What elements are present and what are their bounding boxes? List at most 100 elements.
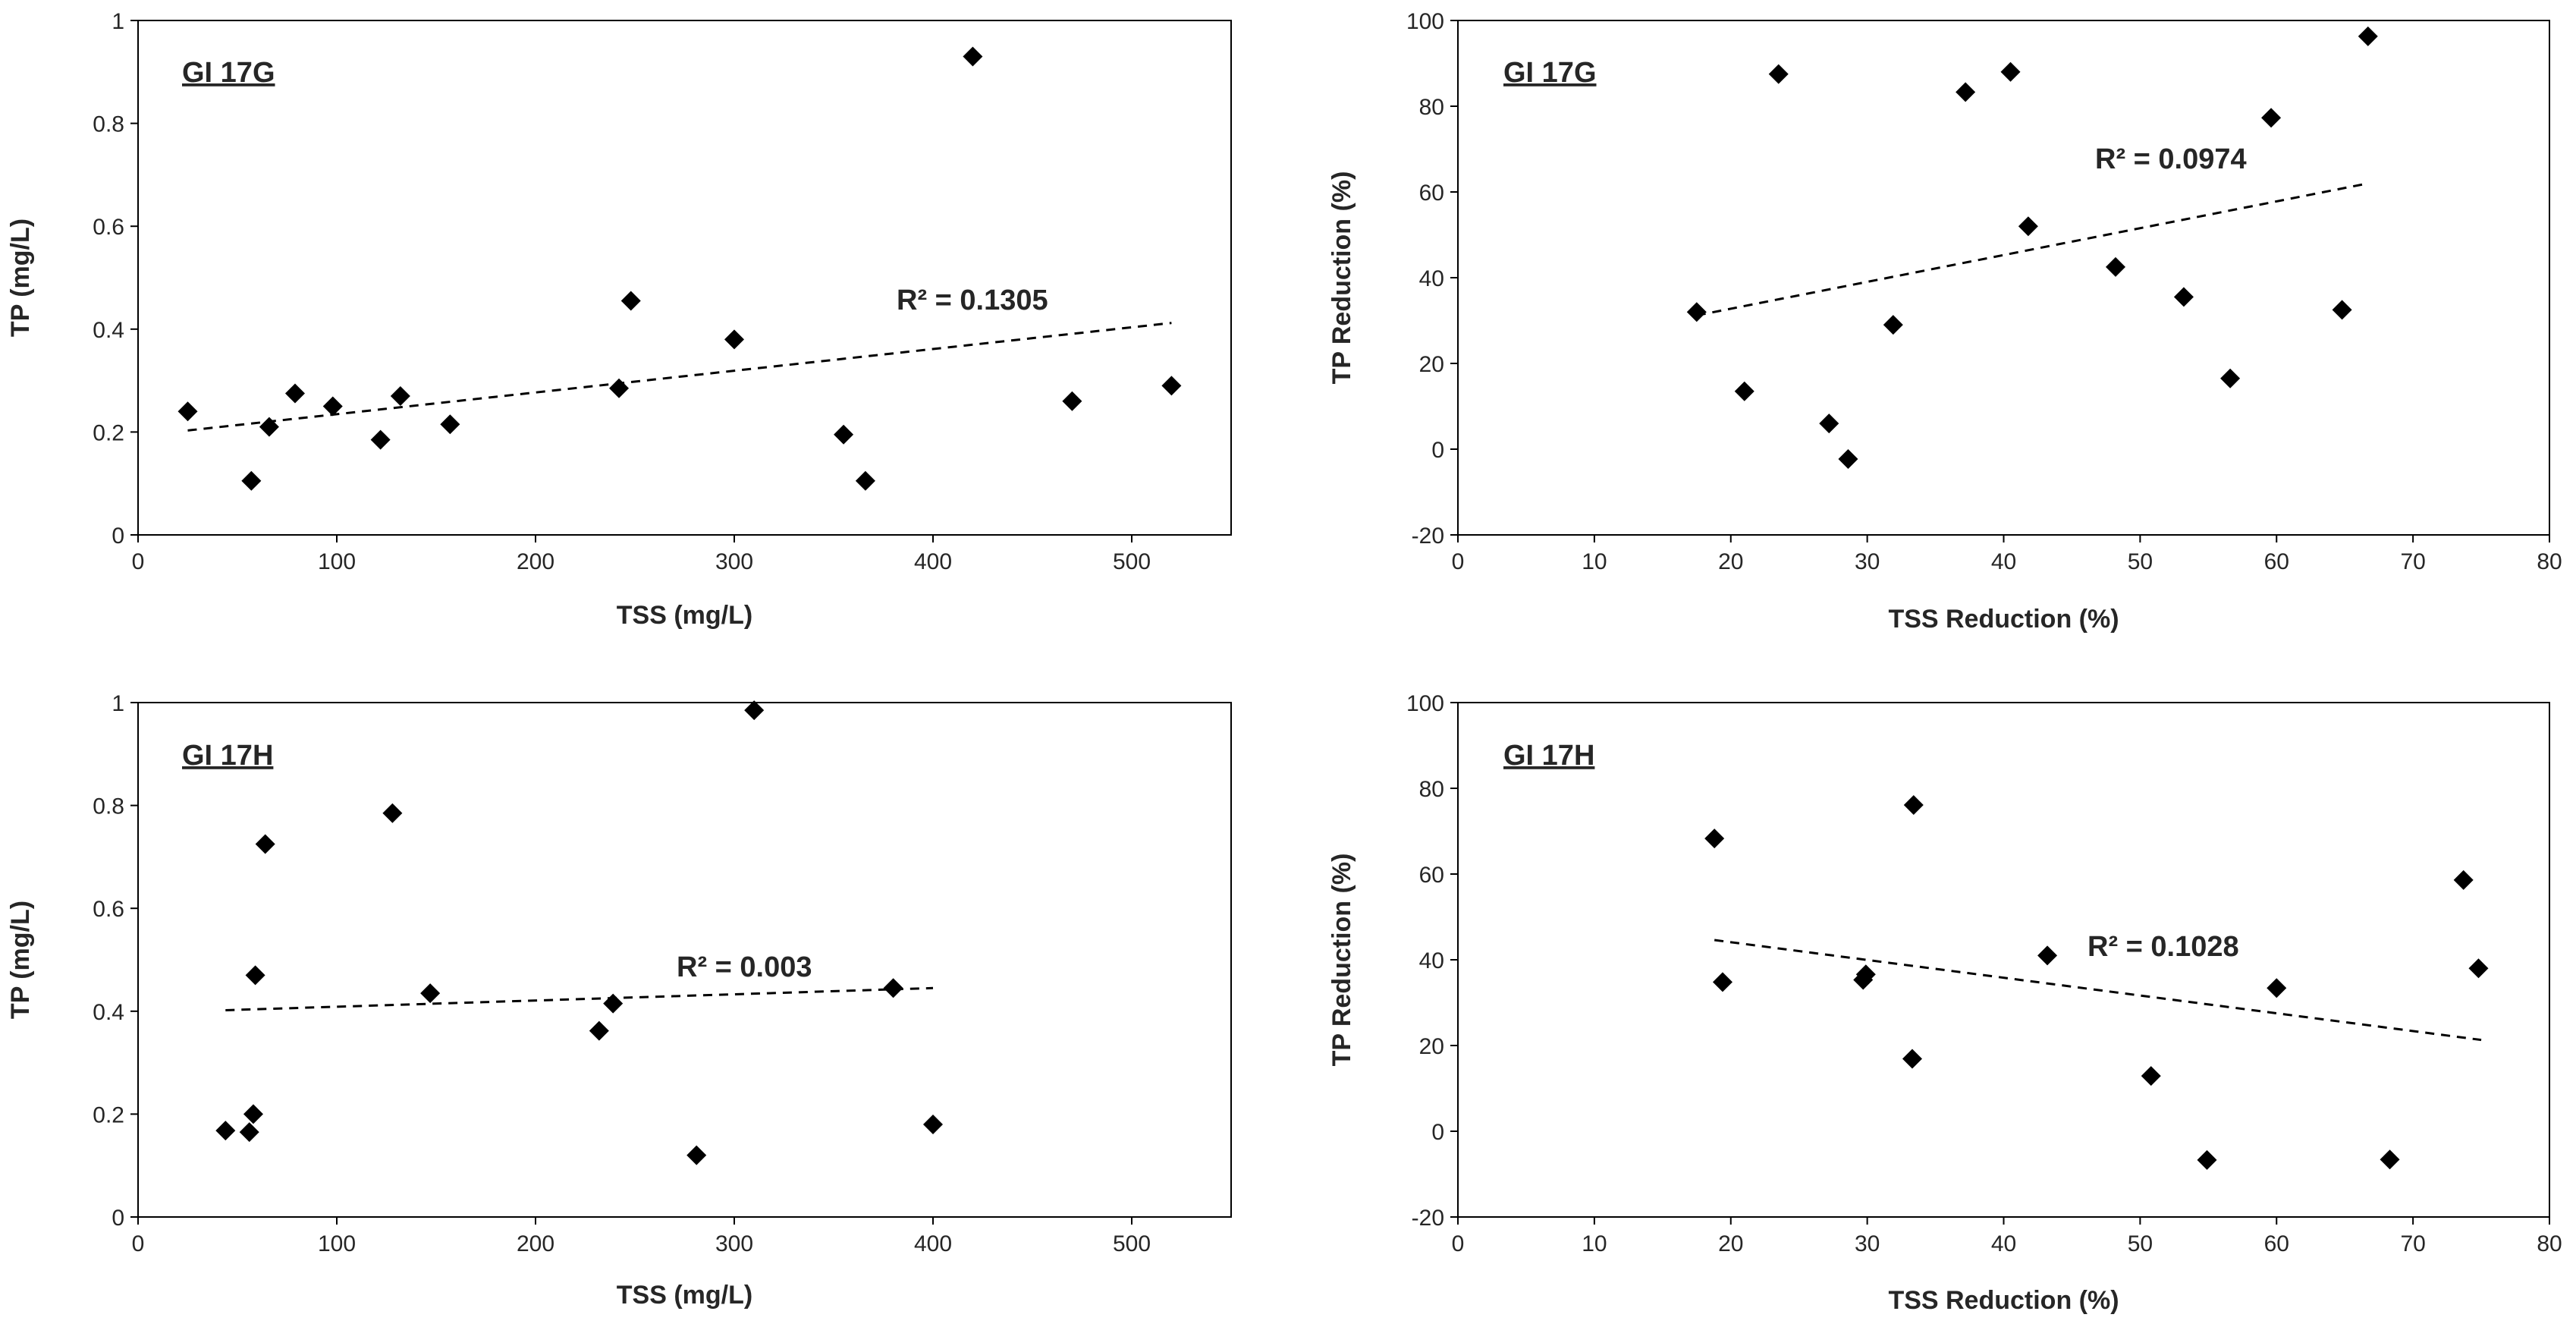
r-squared-label: R² = 0.1028 — [2088, 931, 2239, 963]
y-tick-label: 0.2 — [93, 1102, 124, 1127]
data-point — [2468, 958, 2489, 979]
x-axis-title: TSS Reduction (%) — [1888, 605, 2119, 634]
panel-label: GI 17H — [182, 740, 273, 772]
data-point — [370, 429, 391, 450]
y-tick-label: -20 — [1412, 524, 1444, 549]
y-axis-title: TP Reduction (%) — [1327, 171, 1356, 385]
data-point — [2141, 1066, 2161, 1086]
x-tick-label: 400 — [914, 1231, 952, 1256]
x-tick-label: 10 — [1582, 1231, 1607, 1256]
data-point — [2018, 216, 2038, 237]
data-point — [744, 700, 765, 721]
data-point — [1161, 376, 1182, 396]
data-point — [686, 1145, 707, 1165]
data-point — [382, 803, 403, 823]
data-point — [923, 1114, 943, 1134]
x-tick-label: 40 — [1991, 549, 2016, 574]
data-point — [177, 401, 198, 422]
data-point — [1838, 448, 1858, 469]
data-point — [834, 424, 854, 445]
y-tick-label: 0.8 — [93, 794, 124, 819]
data-point — [1903, 795, 1924, 816]
data-point — [2453, 869, 2474, 890]
data-point — [1855, 964, 1876, 985]
data-point — [2220, 368, 2241, 388]
data-point — [2197, 1149, 2217, 1170]
x-tick-label: 30 — [1855, 549, 1880, 574]
data-point — [2000, 61, 2021, 82]
y-tick-label: 60 — [1419, 181, 1444, 206]
plot-area — [1457, 20, 2550, 536]
x-tick-label: 40 — [1991, 1231, 2016, 1256]
x-tick-label: 500 — [1113, 1231, 1151, 1256]
chart-panel-4: 0 10 20 30 40 50 60 70 80 -20 0 20 40 60 80 100 TSS Redu… — [1327, 691, 2562, 1315]
y-tick-label: 0 — [1431, 438, 1444, 463]
y-tick-label: 1 — [112, 691, 124, 716]
x-tick-label: 70 — [2400, 549, 2425, 574]
y-axis-title: TP (mg/L) — [6, 219, 35, 337]
data-point — [620, 291, 641, 311]
x-tick-label: 400 — [914, 549, 952, 574]
y-tick-label: -20 — [1412, 1206, 1444, 1231]
data-point — [245, 965, 265, 986]
data-point — [420, 983, 441, 1004]
x-tick-label: 10 — [1582, 549, 1607, 574]
data-point — [1062, 391, 1082, 411]
y-tick-label: 60 — [1419, 863, 1444, 888]
data-point — [259, 417, 279, 437]
data-point — [2261, 108, 2282, 128]
x-tick-label: 80 — [2537, 1231, 2562, 1256]
data-point — [963, 46, 983, 67]
x-tick-label: 0 — [1452, 549, 1465, 574]
data-point — [2332, 300, 2352, 320]
y-tick-label: 100 — [1406, 691, 1444, 716]
data-point — [440, 414, 460, 435]
x-tick-label: 500 — [1113, 549, 1151, 574]
data-point — [2358, 26, 2378, 46]
data-point — [603, 993, 624, 1014]
x-tick-label: 30 — [1855, 1231, 1880, 1256]
x-tick-label: 300 — [715, 1231, 753, 1256]
x-tick-label: 300 — [715, 549, 753, 574]
x-tick-label: 200 — [517, 1231, 554, 1256]
data-point — [609, 378, 630, 398]
panel-label: GI 17G — [1503, 57, 1597, 89]
trendline — [1714, 939, 2482, 1042]
plot-area — [1457, 702, 2550, 1218]
x-tick-label: 20 — [1718, 1231, 1743, 1256]
data-point — [239, 1122, 259, 1143]
x-tick-label: 100 — [318, 1231, 356, 1256]
data-point — [724, 329, 744, 350]
data-point — [255, 834, 275, 854]
x-axis-title: TSS (mg/L) — [617, 601, 752, 630]
r-squared-label: R² = 0.1305 — [897, 285, 1048, 316]
trendline — [187, 322, 1172, 432]
plot-area — [137, 20, 1232, 536]
data-point — [322, 396, 343, 417]
panel-label: GI 17G — [182, 57, 275, 89]
x-tick-label: 60 — [2264, 549, 2289, 574]
data-point — [2267, 978, 2287, 998]
data-point — [215, 1121, 236, 1141]
chart-panel-1: 0 100 200 300 400 500 0 0.2 0.4 0.6 0.8 1 TSS (mg/L)… — [6, 9, 1232, 630]
data-point — [1883, 315, 1903, 335]
x-tick-label: 0 — [132, 1231, 145, 1256]
data-point — [1686, 302, 1707, 322]
y-tick-label: 20 — [1419, 1034, 1444, 1059]
y-tick-label: 0 — [1431, 1120, 1444, 1145]
data-point — [1956, 82, 1976, 102]
y-tick-label: 0.6 — [93, 897, 124, 922]
y-tick-label: 0.6 — [93, 215, 124, 240]
y-tick-label: 0.4 — [93, 318, 124, 343]
data-point — [855, 470, 875, 491]
data-point — [241, 470, 262, 491]
data-point — [284, 383, 305, 404]
panel-label: GI 17H — [1503, 740, 1594, 772]
trendline — [225, 986, 934, 1011]
x-tick-label: 80 — [2537, 549, 2562, 574]
data-point — [390, 385, 410, 406]
data-point — [589, 1020, 609, 1041]
x-tick-label: 70 — [2400, 1231, 2425, 1256]
plot-area — [137, 702, 1232, 1218]
y-axis-title: TP (mg/L) — [6, 901, 35, 1019]
